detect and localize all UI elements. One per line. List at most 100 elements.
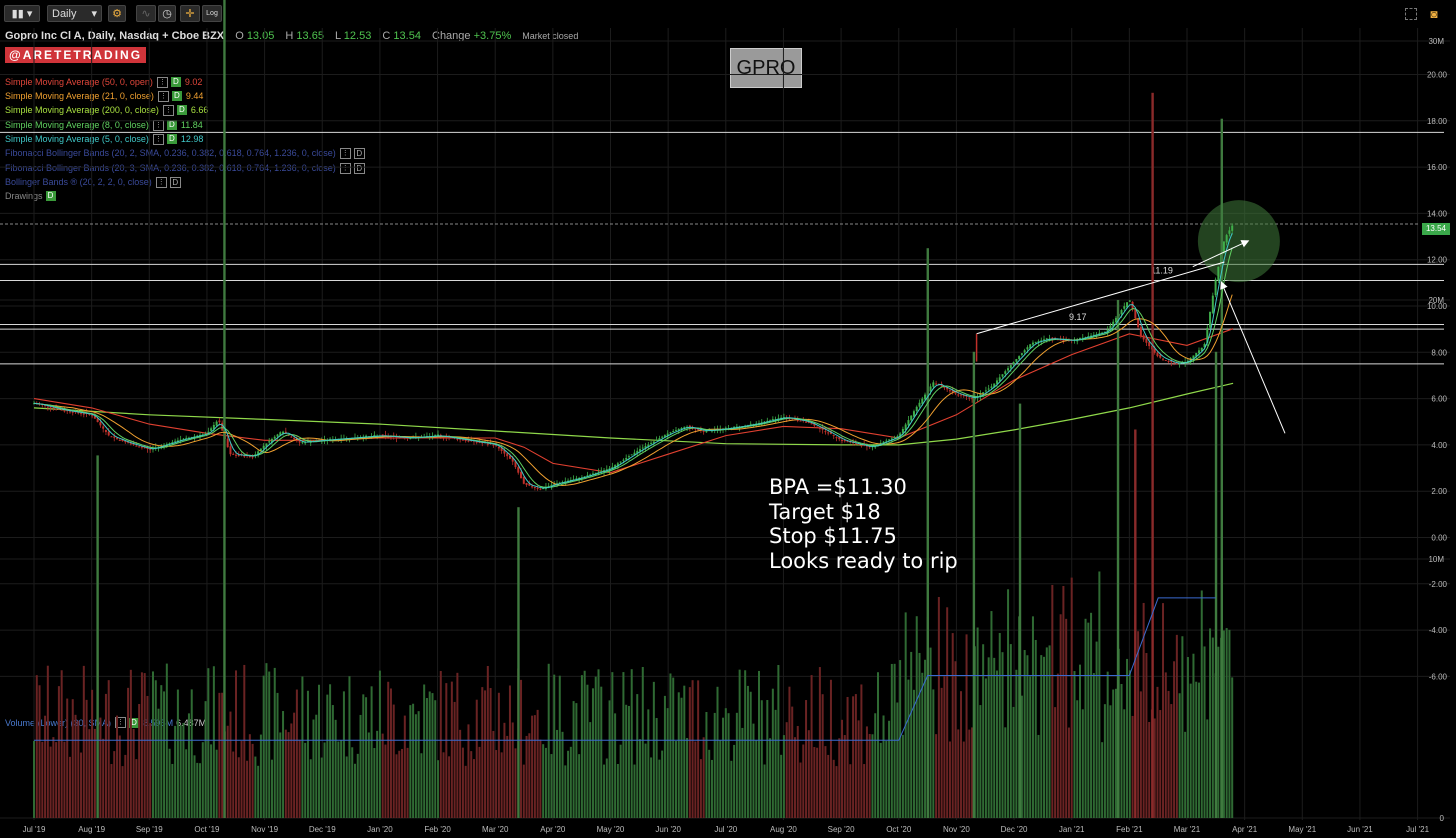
volume-bar xyxy=(1137,631,1140,818)
candle-body xyxy=(135,445,138,447)
indicator-menu-icon[interactable]: ⋮ xyxy=(339,147,351,159)
volume-bar xyxy=(342,691,345,818)
indicator-d-icon[interactable]: D xyxy=(171,91,182,101)
volume-bar xyxy=(113,751,116,818)
volume-bar xyxy=(561,731,564,818)
volume-bar xyxy=(1070,577,1073,818)
open-value: 13.05 xyxy=(246,30,275,42)
indicator-row[interactable]: Simple Moving Average (21, 0, close) ⋮ D 9.… xyxy=(5,90,203,102)
symbol-title: Gopro Inc Cl A, Daily, Nasdaq + Cboe BZX xyxy=(5,30,225,42)
indicator-d-icon[interactable]: D xyxy=(176,105,187,115)
candle-body xyxy=(1109,325,1112,331)
indicator-menu-icon[interactable]: ⋮ xyxy=(155,176,167,188)
candle-body xyxy=(962,395,965,397)
indicator-d-icon[interactable]: D xyxy=(166,120,177,130)
candle-body xyxy=(854,443,857,445)
candle-body xyxy=(766,420,769,422)
candle-body xyxy=(91,415,94,417)
candle-body xyxy=(121,439,124,442)
volume-bar xyxy=(124,754,127,818)
settings-button[interactable]: ⚙ xyxy=(108,5,126,22)
volume-d-icon[interactable]: D xyxy=(129,717,140,728)
volume-bar xyxy=(572,701,575,818)
volume-bar xyxy=(1009,644,1012,818)
candle-body xyxy=(1137,319,1140,328)
close-value: 13.54 xyxy=(393,30,421,42)
candle-body xyxy=(564,481,567,483)
indicator-row[interactable]: Fibonacci Bollinger Bands (20, 2, SMA, 0… xyxy=(5,147,365,159)
candle-body xyxy=(688,425,691,428)
candle-body xyxy=(1087,336,1090,338)
camera-button[interactable]: ◙ xyxy=(1427,7,1441,21)
volume-bar xyxy=(1062,585,1065,818)
indicator-row[interactable]: Simple Moving Average (5, 0, close) ⋮ D 12.… xyxy=(5,133,203,145)
indicator-row[interactable]: Fibonacci Bollinger Bands (20, 3, SMA, 0… xyxy=(5,162,365,174)
volume-bar xyxy=(946,607,949,818)
sma50-line xyxy=(33,328,1234,474)
indicator-row[interactable]: Drawings D xyxy=(5,190,56,202)
volume-bar xyxy=(154,680,157,818)
indicator-menu-icon[interactable]: ⋮ xyxy=(339,162,351,174)
indicator-row[interactable]: Simple Moving Average (50, 0, open) ⋮ D 9.0… xyxy=(5,76,202,88)
log-scale-button[interactable]: Log xyxy=(202,5,222,22)
candle-body xyxy=(827,432,830,434)
time-button[interactable]: ◷ xyxy=(158,5,176,22)
candle-body xyxy=(146,447,149,449)
indicator-row[interactable]: Bollinger Bands ® (20, 2, 2, 0, close) ⋮ D xyxy=(5,176,181,188)
volume-bar xyxy=(785,722,788,818)
trend-line xyxy=(976,261,1225,335)
candle-body xyxy=(636,450,639,454)
volume-bar xyxy=(1020,695,1023,818)
candle-body xyxy=(843,439,846,442)
chart-type-button[interactable]: ▮▮ ▾ xyxy=(4,5,40,22)
indicator-menu-icon[interactable]: ⋮ xyxy=(162,104,174,116)
volume-bar xyxy=(1156,686,1159,818)
volume-bar xyxy=(1101,742,1104,818)
volume-bar xyxy=(1184,731,1187,818)
indicator-menu-icon[interactable]: ⋮ xyxy=(152,133,164,145)
candle-body xyxy=(788,418,791,420)
volume-bar xyxy=(282,711,285,818)
volume-bar xyxy=(829,679,832,818)
volume-bar xyxy=(334,719,337,818)
indicator-row[interactable]: Simple Moving Average (200, 0, close) ⋮ D 6… xyxy=(5,104,208,116)
indicators-button[interactable]: ∿ xyxy=(136,5,156,22)
candle-body xyxy=(401,437,404,439)
level-label: 9.17 xyxy=(1069,312,1087,322)
indicator-menu-icon[interactable]: ⋮ xyxy=(157,90,169,102)
volume-bar xyxy=(796,725,799,818)
volume-bar xyxy=(578,754,581,818)
volume-bar xyxy=(367,732,370,818)
indicator-d-icon[interactable]: D xyxy=(353,147,365,159)
indicator-d-icon[interactable]: D xyxy=(170,77,181,87)
indicator-menu-icon[interactable]: ⋮ xyxy=(156,76,168,88)
volume-bar xyxy=(312,719,315,818)
indicator-d-icon[interactable]: D xyxy=(169,176,181,188)
volume-bar xyxy=(1178,693,1181,818)
x-tick-label: Aug '20 xyxy=(770,825,797,834)
indicator-row[interactable]: Simple Moving Average (8, 0, close) ⋮ D 11.… xyxy=(5,119,203,131)
indicator-menu-icon[interactable]: ⋮ xyxy=(152,119,164,131)
indicator-d-icon[interactable]: D xyxy=(45,191,56,201)
candle-body xyxy=(1009,365,1012,369)
volume-bar xyxy=(246,760,249,818)
candle-body xyxy=(179,439,182,441)
fullscreen-button[interactable] xyxy=(1405,8,1417,20)
candle-body xyxy=(481,442,484,444)
indicator-d-icon[interactable]: D xyxy=(166,134,177,144)
volume-bar xyxy=(409,705,412,818)
candle-body xyxy=(124,440,127,443)
indicator-d-icon[interactable]: D xyxy=(353,162,365,174)
volume-bar xyxy=(35,675,38,818)
volume-menu-icon[interactable]: ⋮ xyxy=(115,717,127,728)
candle-body xyxy=(663,435,666,438)
volume-bar xyxy=(290,723,293,818)
indicator-label: Fibonacci Bollinger Bands (20, 3, SMA, 0… xyxy=(5,163,336,173)
crosshair-button[interactable]: ✛ xyxy=(180,5,200,22)
candle-body xyxy=(243,455,246,457)
volume-bar xyxy=(437,760,440,818)
volume-bar xyxy=(406,747,409,818)
interval-select[interactable]: Daily ▾ xyxy=(47,5,102,22)
candle-body xyxy=(304,441,307,444)
